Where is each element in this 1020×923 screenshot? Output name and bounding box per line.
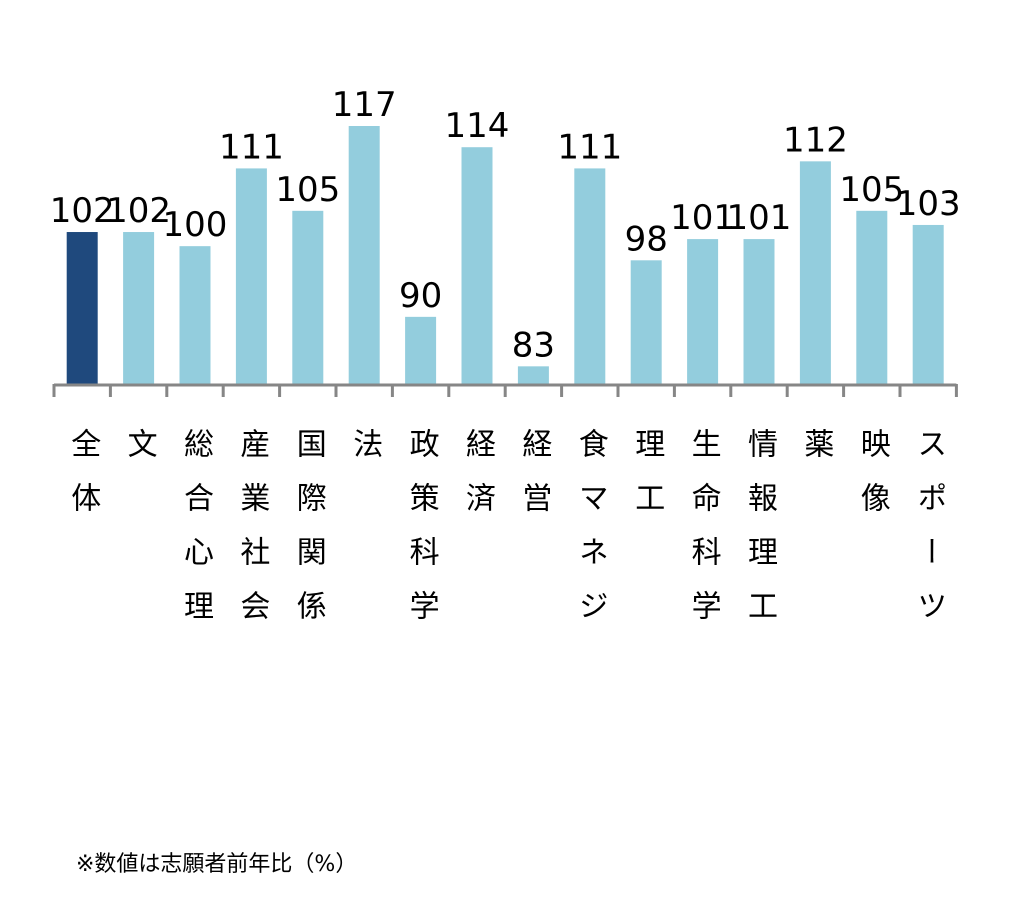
bar-4 — [292, 210, 324, 384]
category-label-5: 法 — [347, 428, 383, 482]
bar-10 — [630, 260, 662, 384]
data-label-10: 98 — [625, 219, 668, 259]
data-label-3: 111 — [219, 127, 284, 167]
data-label-8: 83 — [512, 325, 555, 365]
data-label-9: 111 — [557, 127, 622, 167]
bar-3 — [235, 168, 267, 384]
data-label-7: 114 — [445, 106, 510, 146]
data-label-4: 105 — [275, 170, 340, 210]
category-label-6: 政策科学 — [403, 428, 439, 644]
data-label-14: 105 — [839, 170, 904, 210]
data-label-12: 101 — [727, 198, 792, 238]
category-label-11: 生命科学 — [685, 428, 721, 644]
category-label-2: 総合心理 — [178, 428, 213, 644]
data-label-11: 101 — [670, 198, 735, 238]
data-label-1: 102 — [106, 191, 171, 231]
data-label-15: 103 — [896, 184, 961, 224]
category-label-13: 薬 — [798, 428, 834, 482]
data-label-13: 112 — [783, 120, 848, 160]
data-label-5: 117 — [332, 85, 397, 125]
category-label-4: 国際関係 — [290, 428, 326, 644]
bar-15 — [912, 224, 944, 384]
bar-9 — [574, 168, 606, 384]
bar-7 — [461, 147, 493, 384]
bar-6 — [405, 316, 437, 384]
category-label-12: 情報理工 — [742, 428, 777, 644]
bar-11 — [687, 239, 719, 384]
category-label-7: 経済 — [460, 428, 495, 536]
bar-12 — [743, 239, 775, 384]
bar-0 — [66, 232, 98, 384]
category-label-8: 経営 — [516, 428, 552, 536]
category-label-9: 食マネジ — [572, 428, 608, 644]
data-label-6: 90 — [399, 276, 442, 316]
footnote: ※数値は志願者前年比（%） — [76, 852, 358, 877]
data-label-0: 102 — [50, 191, 115, 231]
bar-13 — [799, 161, 831, 384]
bar-1 — [123, 232, 155, 384]
category-label-15: スポーツ — [911, 428, 947, 644]
category-label-10: 理工 — [629, 428, 665, 536]
category-label-1: 文 — [121, 428, 157, 482]
bar-5 — [348, 126, 380, 384]
data-label-2: 100 — [163, 205, 228, 245]
bar-14 — [856, 210, 888, 384]
category-label-3: 産業社会 — [234, 428, 270, 644]
category-label-0: 全体 — [65, 428, 101, 536]
bar-2 — [179, 246, 211, 384]
category-label-14: 映像 — [854, 428, 890, 536]
bar-8 — [517, 366, 549, 384]
